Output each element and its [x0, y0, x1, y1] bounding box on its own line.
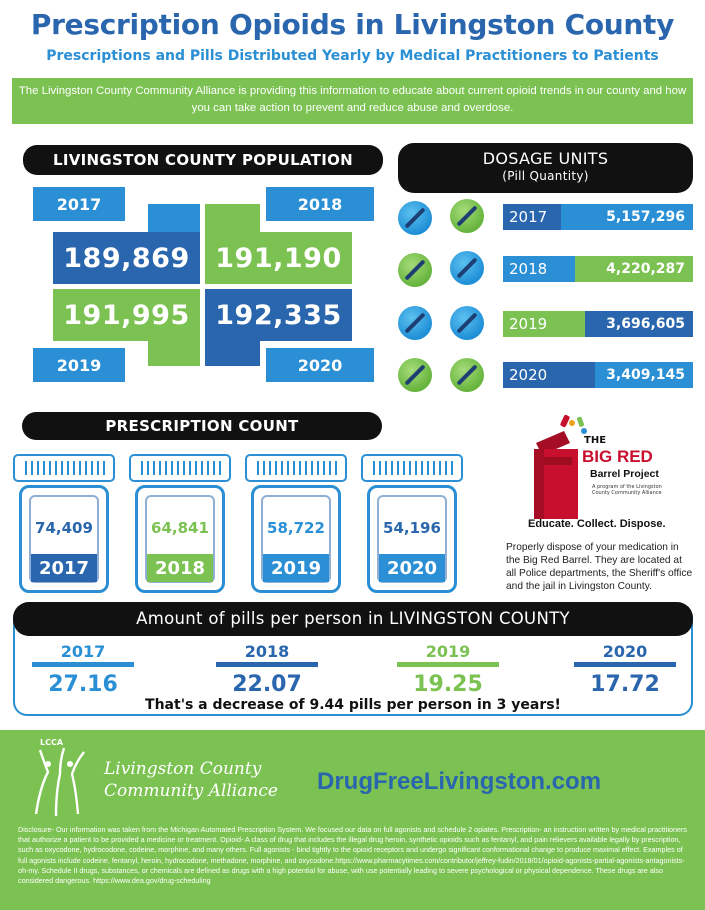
dosage-year-2018: 2018: [503, 256, 575, 282]
dosage-value-2019: 3,696,605: [585, 311, 693, 337]
dosage-value-2020: 3,409,145: [595, 362, 693, 388]
ppp-year-2018: 2018: [244, 642, 290, 661]
pill-icon: [450, 251, 484, 285]
dosage-year-2017: 2017: [503, 204, 561, 230]
barrel-program: A program of the Livingston County Commu…: [592, 484, 662, 496]
prescription-year-2020: 2020: [379, 554, 445, 582]
page-subtitle: Prescriptions and Pills Distributed Year…: [46, 48, 659, 64]
ppp-year-2020: 2020: [602, 642, 648, 661]
prescription-heading: PRESCRIPTION COUNT: [22, 412, 382, 440]
bottle-cap: [361, 454, 463, 482]
pill-icon: [398, 253, 432, 287]
ppp-value-2017: 27.16: [48, 672, 118, 697]
population-value-2018: 191,190: [205, 232, 352, 284]
dosage-heading-box: DOSAGE UNITS (Pill Quantity): [398, 143, 693, 193]
population-tab-2018: [205, 204, 260, 234]
pill-icon: [398, 358, 432, 392]
prescription-count-2018: 64,841: [151, 519, 209, 537]
pills-per-person-heading: Amount of pills per person in LIVINGSTON…: [13, 602, 693, 636]
ppp-year-2017: 2017: [60, 642, 106, 661]
pill-icon: [398, 201, 432, 235]
barrel-the: THE: [584, 435, 607, 446]
population-value-2019: 191,995: [53, 289, 200, 341]
population-heading: LIVINGSTON COUNTY POPULATION: [23, 145, 383, 175]
alliance-name-line1: Livingston County: [104, 759, 262, 779]
barrel-big-red: BIG RED: [582, 447, 653, 466]
dosage-value-2017: 5,157,296: [561, 204, 693, 230]
ppp-summary: That's a decrease of 9.44 pills per pers…: [145, 697, 561, 713]
population-year-2019: 2019: [33, 348, 125, 382]
ppp-value-2020: 17.72: [590, 672, 660, 697]
dosage-subheading: (Pill Quantity): [502, 169, 589, 183]
big-red-barrel-logo: THE BIG RED Barrel Project A program of …: [520, 405, 690, 530]
alliance-name-line2: Community Alliance: [104, 781, 278, 801]
ppp-year-2019: 2019: [425, 642, 471, 661]
population-tab-2020: [205, 338, 260, 366]
prescription-count-2020: 54,196: [383, 519, 441, 537]
alliance-logo-initials: LCCA: [40, 738, 64, 747]
ppp-bar-2020: [574, 662, 676, 667]
prescription-count-2019: 58,722: [267, 519, 325, 537]
dosage-year-2019: 2019: [503, 311, 585, 337]
pill-icon: [398, 306, 432, 340]
ppp-value-2018: 22.07: [232, 672, 302, 697]
prescription-year-2019: 2019: [263, 554, 329, 582]
pill-icon: [450, 199, 484, 233]
bottle-cap: [13, 454, 115, 482]
bottle-cap: [245, 454, 347, 482]
population-tab-2019: [148, 338, 200, 366]
barrel-icon: [534, 414, 587, 519]
pill-icon: [450, 358, 484, 392]
prescription-year-2018: 2018: [147, 554, 213, 582]
dosage-value-2018: 4,220,287: [575, 256, 693, 282]
page-title: Prescription Opioids in Livingston Count…: [30, 8, 675, 41]
population-value-2017: 189,869: [53, 232, 200, 284]
intro-banner: The Livingston County Community Alliance…: [12, 78, 693, 124]
dosage-year-2020: 2020: [503, 362, 595, 388]
population-year-2018: 2018: [266, 187, 374, 221]
ppp-bar-2019: [397, 662, 499, 667]
alliance-logo-icon: [34, 747, 85, 817]
population-tab-2017: [148, 204, 200, 234]
pill-icon: [450, 306, 484, 340]
disclosure-text: Disclosure- Our information was taken fr…: [18, 825, 688, 886]
prescription-year-2017: 2017: [31, 554, 97, 582]
barrel-tagline: Educate. Collect. Dispose.: [528, 518, 666, 530]
prescription-count-2017: 74,409: [35, 519, 93, 537]
ppp-value-2019: 19.25: [413, 672, 483, 697]
bottle-cap: [129, 454, 231, 482]
barrel-project: Barrel Project: [590, 468, 659, 480]
ppp-bar-2018: [216, 662, 318, 667]
population-year-2020: 2020: [266, 348, 374, 382]
website-link[interactable]: DrugFreeLivingston.com: [317, 768, 602, 795]
ppp-bar-2017: [32, 662, 134, 667]
footer: LCCA Livingston County Community Allianc…: [0, 730, 705, 910]
barrel-description: Properly dispose of your medication in t…: [506, 542, 693, 592]
dosage-heading: DOSAGE UNITS: [482, 149, 609, 168]
population-value-2020: 192,335: [205, 289, 352, 341]
population-year-2017: 2017: [33, 187, 125, 221]
